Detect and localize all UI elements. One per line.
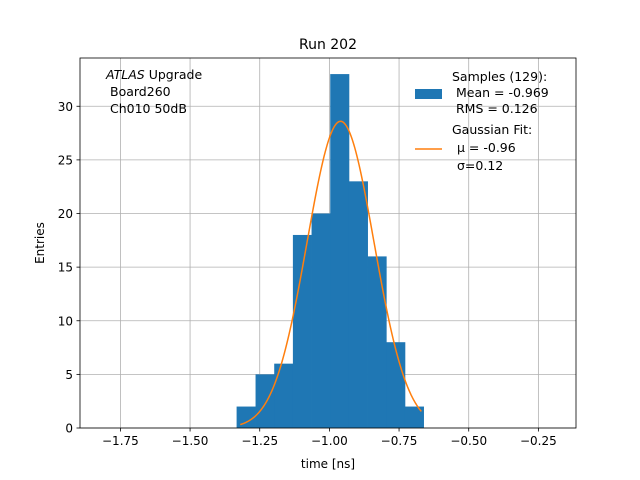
legend-fit-line-2: μ = -0.96: [457, 140, 516, 155]
y-axis-label: Entries: [33, 222, 47, 264]
histogram-bar: [236, 406, 256, 428]
legend-samples-line-3: RMS = 0.126: [452, 101, 538, 116]
annotation-line-3: Ch010 50dB: [110, 101, 187, 116]
histogram-bar: [330, 74, 350, 428]
histogram-bar: [274, 363, 294, 428]
y-tick-label: 15: [58, 261, 73, 275]
gaussian-fit-curve: [239, 120, 422, 426]
x-tick-label: −0.25: [520, 434, 557, 448]
x-tick-label: −0.75: [381, 434, 418, 448]
x-axis-label: time [ns]: [301, 457, 355, 471]
x-tick-label: −1.00: [311, 434, 348, 448]
histogram-bar: [311, 213, 331, 428]
legend-fit-line-3: σ=0.12: [457, 158, 503, 173]
y-tick-label: 25: [58, 153, 73, 167]
legend-samples-line-2: Mean = -0.969: [452, 85, 549, 100]
plot-frame: [79, 57, 577, 429]
y-tick-label: 10: [58, 314, 73, 328]
legend-fit-line-1: Gaussian Fit:: [452, 122, 532, 137]
annotation-line-2: Board260: [110, 84, 171, 99]
histogram-bar: [348, 181, 368, 428]
annotation-upgrade: Upgrade: [145, 67, 203, 82]
y-tick-label: 0: [65, 422, 73, 436]
histogram-bars: [236, 74, 424, 428]
x-tick-label: −1.50: [172, 434, 209, 448]
x-tick-label: −1.75: [102, 434, 139, 448]
y-tick-label: 30: [58, 100, 73, 114]
annotation-atlas: ATLAS: [105, 67, 145, 82]
chart-title: Run 202: [299, 37, 357, 53]
legend-samples-patch: [415, 89, 442, 99]
y-tick-label: 5: [65, 368, 73, 382]
axis-ticks: −1.75 −1.50 −1.25 −1.00 −0.75 −0.50 −0.25 0 5 10 1…: [58, 100, 557, 448]
legend: Samples (129): Mean = -0.969 RMS = 0.126…: [415, 69, 549, 173]
plot-annotation: ATLAS Upgrade Board260 Ch010 50dB: [105, 67, 202, 116]
y-tick-label: 20: [58, 207, 73, 221]
annotation-line-1: ATLAS Upgrade: [105, 67, 202, 82]
histogram-bar: [367, 256, 387, 428]
histogram-bar: [404, 406, 424, 428]
x-tick-label: −1.25: [241, 434, 278, 448]
histogram-bar: [386, 342, 406, 428]
legend-samples-line-1: Samples (129):: [452, 69, 547, 84]
histogram-bar: [255, 374, 275, 428]
histogram-bar: [292, 234, 312, 428]
x-tick-label: −0.50: [450, 434, 487, 448]
